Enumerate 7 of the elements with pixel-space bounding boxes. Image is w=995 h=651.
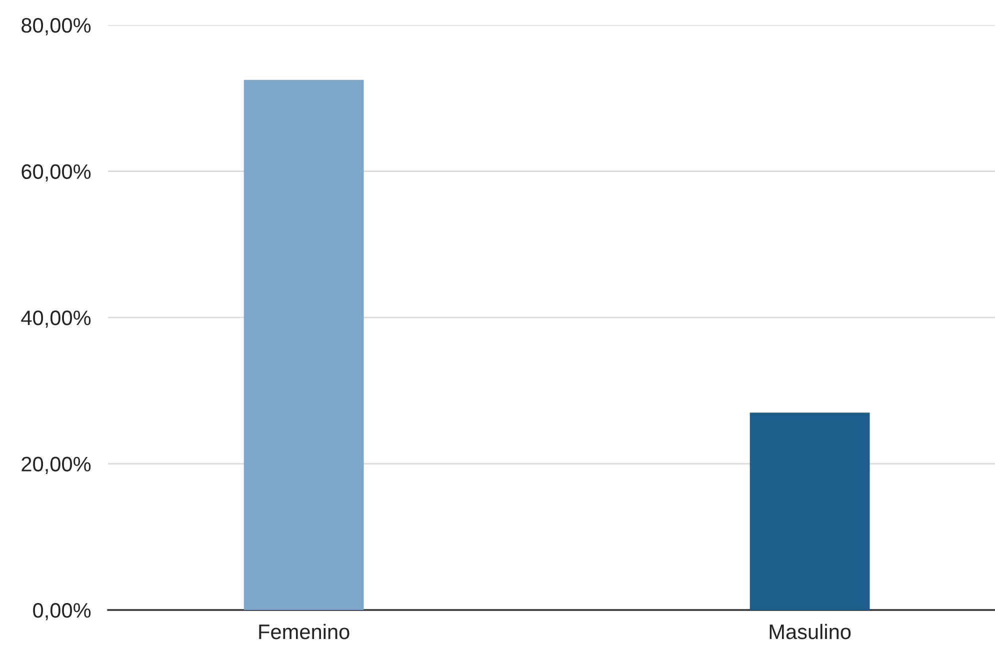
y-tick-label: 0,00%	[33, 603, 91, 620]
x-tick-label: Femenino	[259, 624, 350, 640]
y-tick-label: 80,00%	[22, 18, 91, 36]
y-tick-label: 20,00%	[22, 456, 91, 474]
x-tick-label: Masulino	[770, 624, 851, 640]
y-tick-label: 40,00%	[21, 310, 91, 328]
y-tick-label: 60,00%	[22, 164, 91, 182]
